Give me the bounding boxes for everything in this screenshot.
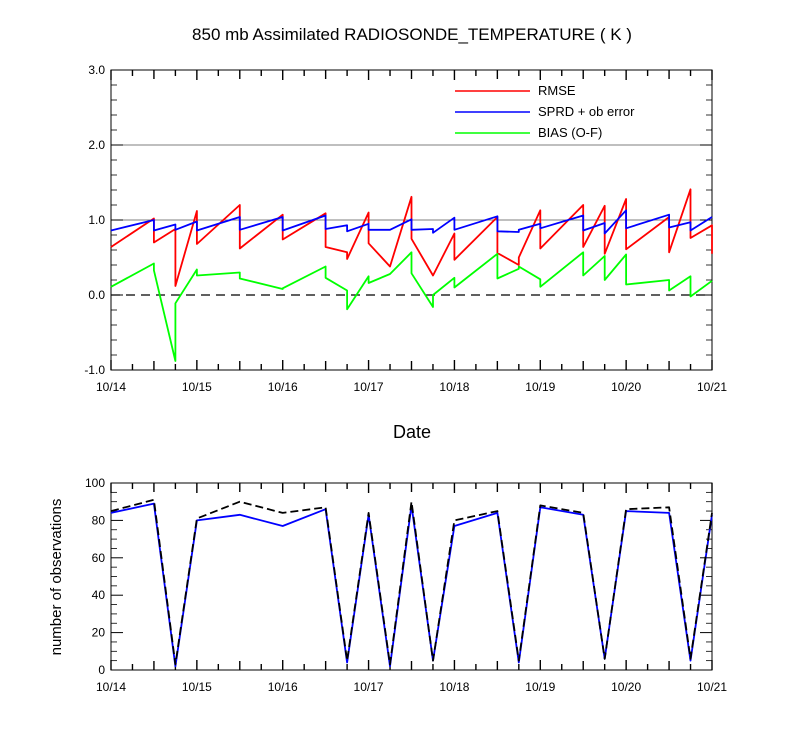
y-tick-label: 80 — [92, 513, 106, 527]
x-tick-label: 10/14 — [96, 380, 126, 394]
x-tick-label: 10/15 — [182, 680, 212, 694]
x-tick-label: 10/21 — [697, 680, 727, 694]
x-tick-label: 10/17 — [354, 380, 384, 394]
y-tick-label: 1.0 — [88, 213, 105, 227]
y-tick-labels: -1.0 0.0 1.0 2.0 3.0 — [84, 63, 105, 377]
rmse-spread-bias-panel: 850 mb Assimilated RADIOSONDE_TEMPERATUR… — [84, 25, 727, 442]
x-tick-label: 10/14 — [96, 680, 126, 694]
x-tick-label: 10/20 — [611, 380, 641, 394]
y-tick-label: 40 — [92, 588, 106, 602]
y-tick-label: 100 — [85, 476, 105, 490]
series-lines-2 — [110, 498, 713, 668]
x-tick-label: 10/16 — [268, 380, 298, 394]
y-tick-label: -1.0 — [84, 363, 105, 377]
axis-ticks-2 — [110, 482, 713, 671]
y-tick-label: 2.0 — [88, 138, 105, 152]
y-tick-label: 0.0 — [88, 288, 105, 302]
chart-title: 850 mb Assimilated RADIOSONDE_TEMPERATUR… — [192, 25, 632, 44]
series-line-used — [110, 502, 713, 668]
y-tick-label: 20 — [92, 626, 106, 640]
x-tick-label: 10/18 — [439, 380, 469, 394]
series-line-possible — [110, 498, 713, 666]
legend-label-bias: BIAS (O-F) — [538, 125, 602, 140]
y-tick-labels-2: 0 20 40 60 80 100 — [85, 476, 105, 677]
y-tick-label: 3.0 — [88, 63, 105, 77]
x-tick-label: 10/16 — [268, 680, 298, 694]
y-tick-label: 60 — [92, 551, 106, 565]
x-tick-label: 10/17 — [354, 680, 384, 694]
series-line-sprd-ob-error — [110, 209, 713, 235]
x-axis-label: Date — [393, 422, 431, 442]
series-line-bias-o-f — [110, 251, 713, 362]
y-tick-label: 0 — [98, 663, 105, 677]
x-tick-label: 10/20 — [611, 680, 641, 694]
legend-label-rmse: RMSE — [538, 83, 576, 98]
legend-label-sprd: SPRD + ob error — [538, 104, 635, 119]
x-tick-label: 10/19 — [525, 680, 555, 694]
x-tick-label: 10/18 — [439, 680, 469, 694]
x-tick-labels-2: 10/14 10/15 10/16 10/17 10/18 10/19 10/20 10/21 — [96, 680, 727, 694]
legend: RMSE SPRD + ob error BIAS (O-F) — [455, 83, 635, 140]
x-tick-labels: 10/14 10/15 10/16 10/17 10/18 10/19 10/20 10/21 — [96, 380, 727, 394]
x-tick-label: 10/19 — [525, 380, 555, 394]
x-tick-label: 10/21 — [697, 380, 727, 394]
y-axis-label-observations: number of observations — [48, 499, 65, 656]
x-tick-label: 10/15 — [182, 380, 212, 394]
series-lines — [110, 188, 713, 362]
